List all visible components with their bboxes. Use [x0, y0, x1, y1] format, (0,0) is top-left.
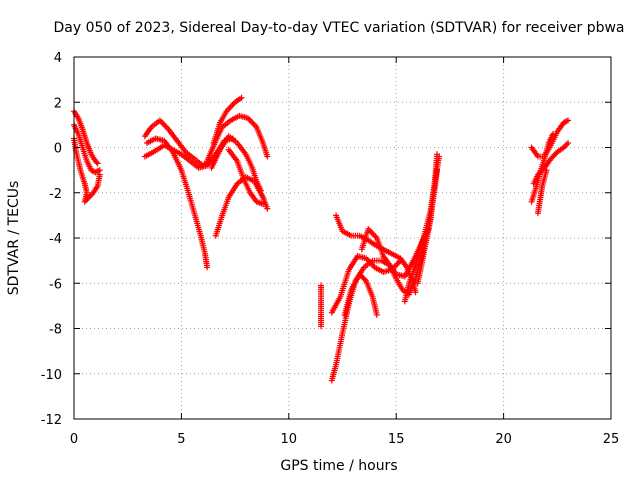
x-tick-label: 10 — [281, 432, 298, 447]
series-sat-i — [204, 112, 271, 165]
x-tick-label: 5 — [177, 432, 185, 447]
series-sat-o — [341, 271, 380, 318]
plus-marker — [96, 171, 103, 178]
chart-title: Day 050 of 2023, Sidereal Day-to-day VTE… — [53, 20, 624, 36]
plus-marker — [436, 153, 443, 160]
plus-marker — [543, 167, 550, 174]
y-tick-label: -4 — [49, 232, 62, 247]
y-tick-label: -10 — [41, 368, 62, 383]
series-sat-b — [71, 121, 103, 176]
y-tick-label: -12 — [41, 413, 62, 428]
series-sat-a — [71, 108, 101, 167]
plus-marker — [361, 276, 368, 283]
plus-marker — [204, 264, 211, 271]
data-marks — [71, 94, 572, 384]
x-tick-label: 15 — [388, 432, 405, 447]
series-sat-s — [318, 282, 325, 330]
plus-marker — [565, 117, 572, 124]
plus-marker — [264, 205, 271, 212]
y-axis-label: SDTVAR / TECUs — [6, 181, 22, 296]
y-tick-label: -8 — [49, 323, 62, 338]
plus-marker — [260, 201, 267, 208]
series-sat-r — [414, 167, 441, 287]
x-tick-label: 25 — [603, 432, 620, 447]
series-sat-m — [328, 253, 404, 316]
plus-marker — [93, 159, 100, 166]
plus-marker — [565, 139, 572, 146]
plus-marker — [550, 130, 557, 137]
grid-lines — [74, 57, 611, 419]
plus-marker — [264, 153, 271, 160]
plus-marker — [94, 160, 101, 167]
series-sat-w — [534, 167, 550, 217]
plus-marker — [412, 289, 419, 296]
y-tick-label: 4 — [54, 51, 62, 66]
plus-marker — [238, 94, 245, 101]
x-tick-label: 20 — [495, 432, 512, 447]
series-sat-e — [144, 135, 211, 271]
x-axis-label: GPS time / hours — [280, 458, 397, 474]
y-tick-label: 2 — [54, 96, 62, 111]
series-sat-k — [225, 146, 267, 208]
series-sat-u — [530, 139, 572, 187]
series-sat-c — [71, 135, 103, 205]
plus-marker — [434, 167, 441, 174]
plus-marker — [318, 323, 325, 330]
y-tick-label: 0 — [54, 142, 62, 157]
series-sat-v — [528, 130, 557, 205]
y-tick-label: -2 — [49, 187, 62, 202]
x-tick-label: 0 — [70, 432, 78, 447]
series-sat-j — [212, 173, 271, 239]
axis-ticks: 0 5 10 15 20 25 -12 -10 -8 -6 -4 -2 0 2 4 — [41, 51, 620, 447]
plus-marker — [373, 311, 380, 318]
y-tick-label: -6 — [49, 277, 62, 292]
